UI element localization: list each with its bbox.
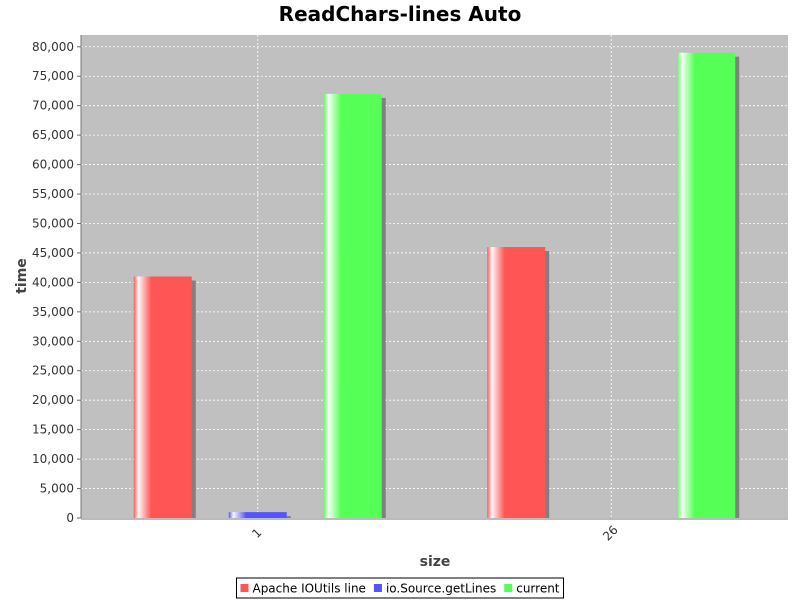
bar <box>228 512 287 518</box>
legend-swatch <box>504 584 513 592</box>
y-tick-label: 20,000 <box>32 393 74 407</box>
y-tick-label: 30,000 <box>32 334 74 348</box>
y-tick-label: 5,000 <box>40 482 74 496</box>
bar <box>677 52 736 519</box>
y-tick-label: 45,000 <box>32 246 74 260</box>
bar <box>133 276 192 518</box>
bar <box>323 93 382 518</box>
y-tick-label: 65,000 <box>32 128 74 142</box>
y-tick-label: 35,000 <box>32 305 74 319</box>
y-tick-label: 55,000 <box>32 187 74 201</box>
y-axis-label: time <box>14 258 30 294</box>
y-tick-label: 40,000 <box>32 275 74 289</box>
chart-title: ReadChars-lines Auto <box>279 2 522 26</box>
legend: Apache IOUtils line io.Source.getLines cur… <box>235 577 565 599</box>
y-tick-label: 60,000 <box>32 158 74 172</box>
y-tick-label: 15,000 <box>32 423 74 437</box>
y-tick-label: 0 <box>66 511 74 525</box>
y-tick-label: 80,000 <box>32 40 74 54</box>
legend-box <box>235 577 565 599</box>
y-tick-label: 50,000 <box>32 216 74 230</box>
legend-label: current <box>516 582 560 596</box>
x-tick-label: 26 <box>600 523 621 544</box>
y-tick-label: 75,000 <box>32 69 74 83</box>
y-tick-label: 70,000 <box>32 99 74 113</box>
y-tick-label: 10,000 <box>32 452 74 466</box>
legend-label: io.Source.getLines <box>386 582 496 596</box>
y-tick-label: 25,000 <box>32 364 74 378</box>
legend-swatch <box>373 584 382 592</box>
bar <box>487 247 546 519</box>
plot-area <box>81 35 788 518</box>
grid <box>81 35 788 518</box>
axes: 0 5,000 10,000 15,000 20,000 25,000 30,000 35,0… <box>32 35 788 544</box>
bars <box>133 52 740 519</box>
legend-swatch <box>240 584 249 592</box>
x-tick-label: 1 <box>249 526 264 541</box>
legend-label: Apache IOUtils line <box>252 582 365 596</box>
x-axis-label: size <box>420 554 451 570</box>
